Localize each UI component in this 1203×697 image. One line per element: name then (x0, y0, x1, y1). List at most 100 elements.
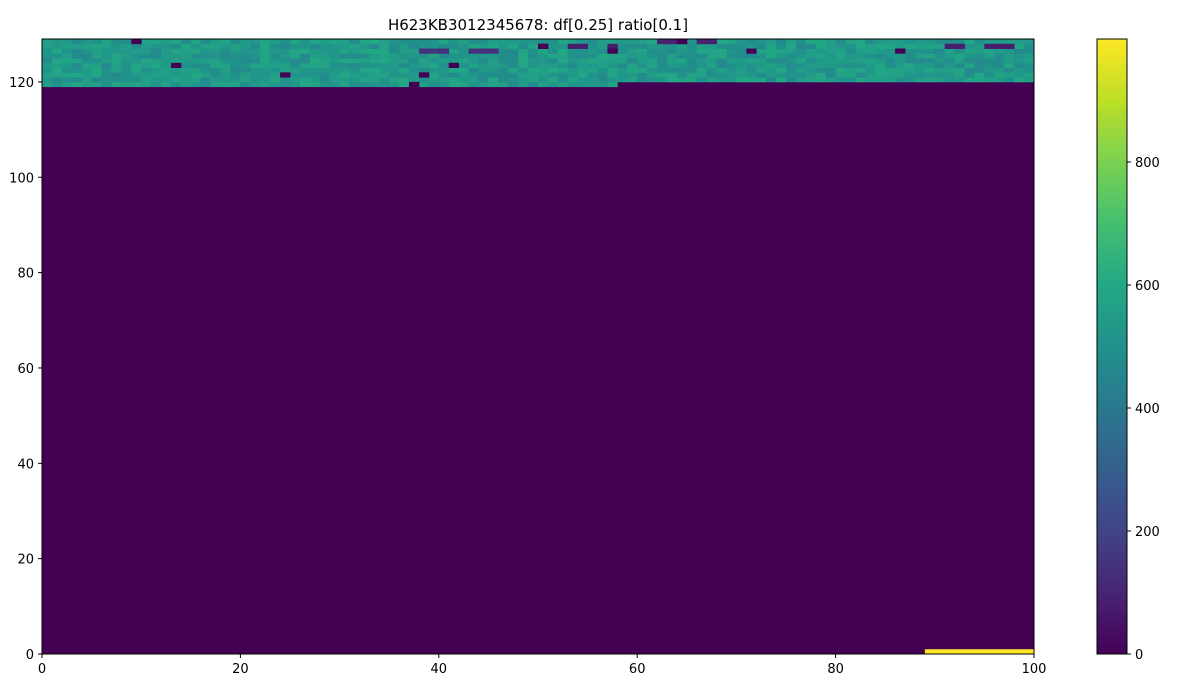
heatmap-cell (71, 67, 83, 73)
heatmap-cell (547, 58, 559, 64)
heatmap-cell (914, 43, 926, 49)
heatmap-cell (865, 53, 876, 59)
heatmap-cell (964, 67, 975, 73)
heatmap-cell (538, 67, 549, 73)
heatmap-cell (895, 72, 906, 78)
heatmap-cell (180, 72, 192, 78)
heatmap-cell (42, 39, 53, 45)
heatmap-cell (369, 67, 380, 73)
heatmap-cell (706, 43, 717, 49)
heatmap-cell (825, 72, 836, 78)
heatmap-cell (895, 67, 906, 73)
heatmap-cell (260, 72, 271, 78)
heatmap-cell (71, 62, 83, 69)
heatmap-cell (399, 58, 410, 64)
heatmap-cell (329, 43, 340, 49)
heatmap-cell (964, 62, 975, 69)
heatmap-cell (240, 43, 251, 49)
heatmap-cell (458, 67, 469, 73)
heatmap-cell (637, 39, 648, 45)
heatmap-cell (42, 53, 53, 59)
heatmap-cell (399, 72, 410, 78)
heatmap-cell (42, 72, 53, 78)
heatmap-cell (617, 48, 628, 54)
heatmap-cell (865, 67, 876, 73)
heatmap-cell (766, 43, 777, 49)
heatmap-zero-cell (409, 81, 420, 88)
heatmap-cell (101, 77, 112, 83)
heatmap-cell (924, 39, 936, 45)
heatmap-cell (329, 72, 340, 78)
heatmap-cell (359, 53, 370, 59)
heatmap-cell (954, 67, 965, 73)
heatmap-cell (200, 53, 212, 59)
heatmap-cell (944, 62, 956, 69)
heatmap-cell (637, 53, 648, 59)
heatmap-cell (587, 72, 598, 78)
heatmap-cell (597, 81, 608, 88)
heatmap-zero-cell (538, 43, 549, 49)
heatmap-cell (924, 58, 936, 64)
heatmap-cell (299, 58, 311, 64)
heatmap-cell (845, 48, 856, 54)
heatmap-cell (468, 72, 479, 78)
x-tick-label: 60 (629, 662, 646, 677)
heatmap-cell (776, 43, 787, 49)
heatmap-cell (736, 67, 747, 73)
heatmap-cell (547, 77, 559, 83)
heatmap-cell (399, 43, 410, 49)
heatmap-cell (934, 39, 946, 45)
heatmap-cell (309, 53, 321, 59)
heatmap-cell (131, 53, 142, 59)
heatmap-cell (121, 81, 132, 88)
heatmap-cell (875, 67, 886, 73)
heatmap-low-cell (418, 48, 430, 54)
heatmap-cell (617, 77, 628, 83)
y-tick-label: 0 (26, 648, 34, 663)
heatmap-cell (934, 48, 946, 54)
heatmap-low-cell (954, 43, 965, 49)
heatmap-cell (914, 48, 926, 54)
heatmap-cell (349, 53, 360, 59)
heatmap-cell (865, 48, 876, 54)
heatmap-cell (220, 48, 231, 54)
heatmap-cell (964, 53, 975, 59)
heatmap-cell (825, 39, 836, 45)
heatmap-cell (805, 72, 817, 78)
heatmap-cell (230, 48, 241, 54)
heatmap-cell (329, 67, 340, 73)
heatmap-cell (964, 48, 975, 54)
heatmap-cell (746, 77, 757, 83)
heatmap-cell (726, 77, 737, 83)
heatmap-cell (706, 48, 717, 54)
heatmap-cell (984, 39, 995, 45)
heatmap-cell (835, 72, 846, 78)
heatmap-cell (637, 67, 648, 73)
heatmap-cell (280, 53, 291, 59)
heatmap-cell (914, 77, 926, 83)
chart-title: H623KB3012345678: df[0.25] ratio[0.1] (388, 16, 688, 34)
heatmap-cell (984, 62, 995, 69)
heatmap-cell (51, 43, 63, 49)
x-tick-label: 20 (232, 662, 249, 677)
heatmap-cell (200, 48, 212, 54)
y-axis: 0 20 40 60 80 100 120 (9, 76, 42, 663)
heatmap-cell (1014, 72, 1025, 78)
heatmap-cell (607, 77, 618, 83)
heatmap-cell (91, 48, 102, 54)
heatmap-cell (746, 67, 757, 73)
heatmap-cell (538, 39, 549, 45)
heatmap-cell (726, 62, 737, 69)
heatmap-cell (786, 77, 797, 83)
heatmap-cell (240, 67, 251, 73)
x-tick-label: 40 (431, 662, 448, 677)
heatmap-cell (101, 48, 112, 54)
heatmap-cell (815, 48, 827, 54)
heatmap-cell (409, 43, 420, 49)
heatmap-cell (309, 72, 321, 78)
heatmap-cell (468, 67, 479, 73)
y-tick-label: 100 (9, 171, 34, 186)
y-tick-label: 120 (9, 76, 34, 91)
heatmap-cell (339, 72, 350, 78)
heatmap-cell (141, 72, 152, 78)
